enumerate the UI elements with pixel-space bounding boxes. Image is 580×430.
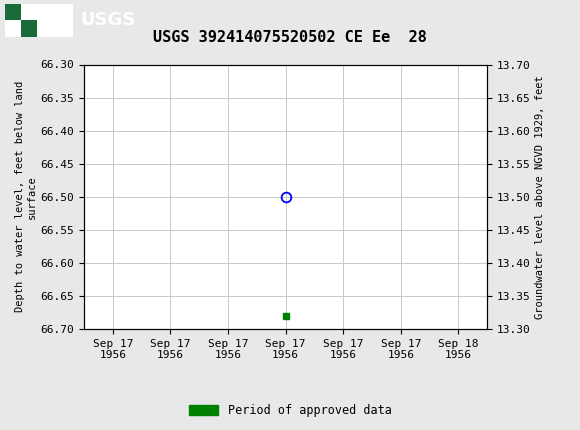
Bar	[21, 20, 37, 37]
Text: USGS 392414075520502 CE Ee  28: USGS 392414075520502 CE Ee 28	[153, 30, 427, 45]
Legend: Period of approved data: Period of approved data	[184, 399, 396, 422]
Bar	[5, 4, 21, 20]
Y-axis label: Depth to water level, feet below land
surface: Depth to water level, feet below land su…	[15, 81, 37, 312]
Bar	[5, 4, 73, 37]
Y-axis label: Groundwater level above NGVD 1929, feet: Groundwater level above NGVD 1929, feet	[535, 75, 545, 319]
Text: USGS: USGS	[80, 12, 135, 29]
